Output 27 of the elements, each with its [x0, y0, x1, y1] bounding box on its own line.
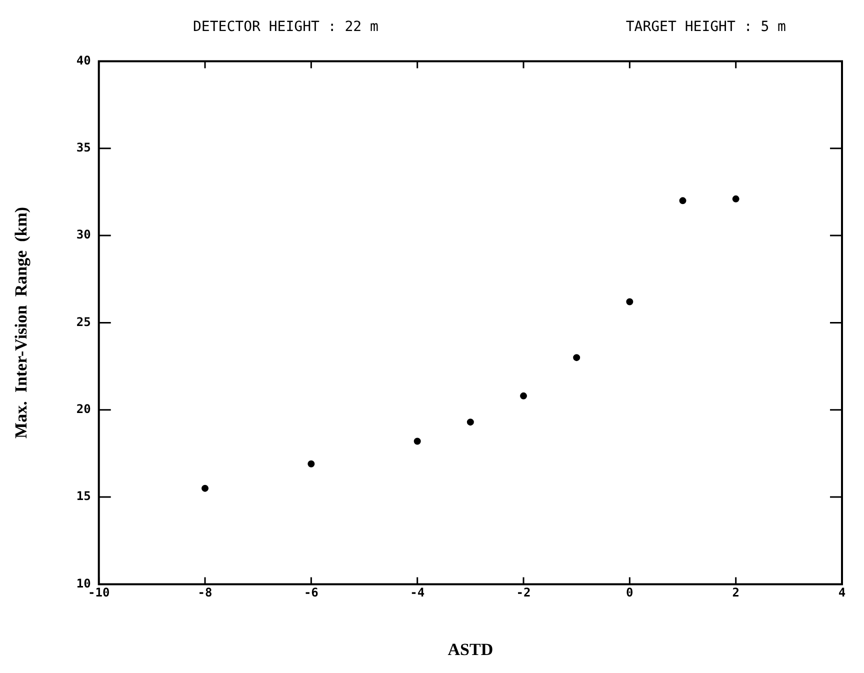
- point: [308, 460, 315, 468]
- point: [202, 484, 209, 492]
- point: [520, 392, 528, 400]
- y-tick-label: 20: [76, 402, 91, 416]
- y-tick-label: 15: [76, 489, 91, 504]
- x-axis-title: ASTD: [448, 640, 494, 660]
- x-tick-label: -6: [304, 586, 318, 600]
- point: [414, 438, 421, 445]
- x-tick-label: -2: [516, 586, 531, 600]
- text: DETECTOR HEIGHT : 22 m: [193, 19, 378, 35]
- y-tick-label: 30: [76, 228, 91, 242]
- y-tick-label: 25: [76, 314, 91, 329]
- x-tick-label: 2: [732, 586, 740, 600]
- y-tick-label: 40: [76, 53, 91, 68]
- x-tick-label: -4: [410, 586, 425, 600]
- y-tick-label: 35: [76, 140, 91, 154]
- point: [573, 354, 580, 362]
- x-tick-label: 4: [838, 586, 846, 600]
- text: TARGET HEIGHT : 5 m: [626, 19, 786, 35]
- x-tick-label: 0: [626, 586, 634, 600]
- point: [626, 298, 634, 306]
- point: [732, 195, 740, 202]
- point: [466, 418, 474, 426]
- x-tick-label: -8: [198, 586, 212, 600]
- point: [679, 197, 686, 204]
- y-axis-title: Max. Inter-Vision Range (km): [12, 206, 31, 438]
- y-tick-label: 10: [76, 576, 91, 590]
